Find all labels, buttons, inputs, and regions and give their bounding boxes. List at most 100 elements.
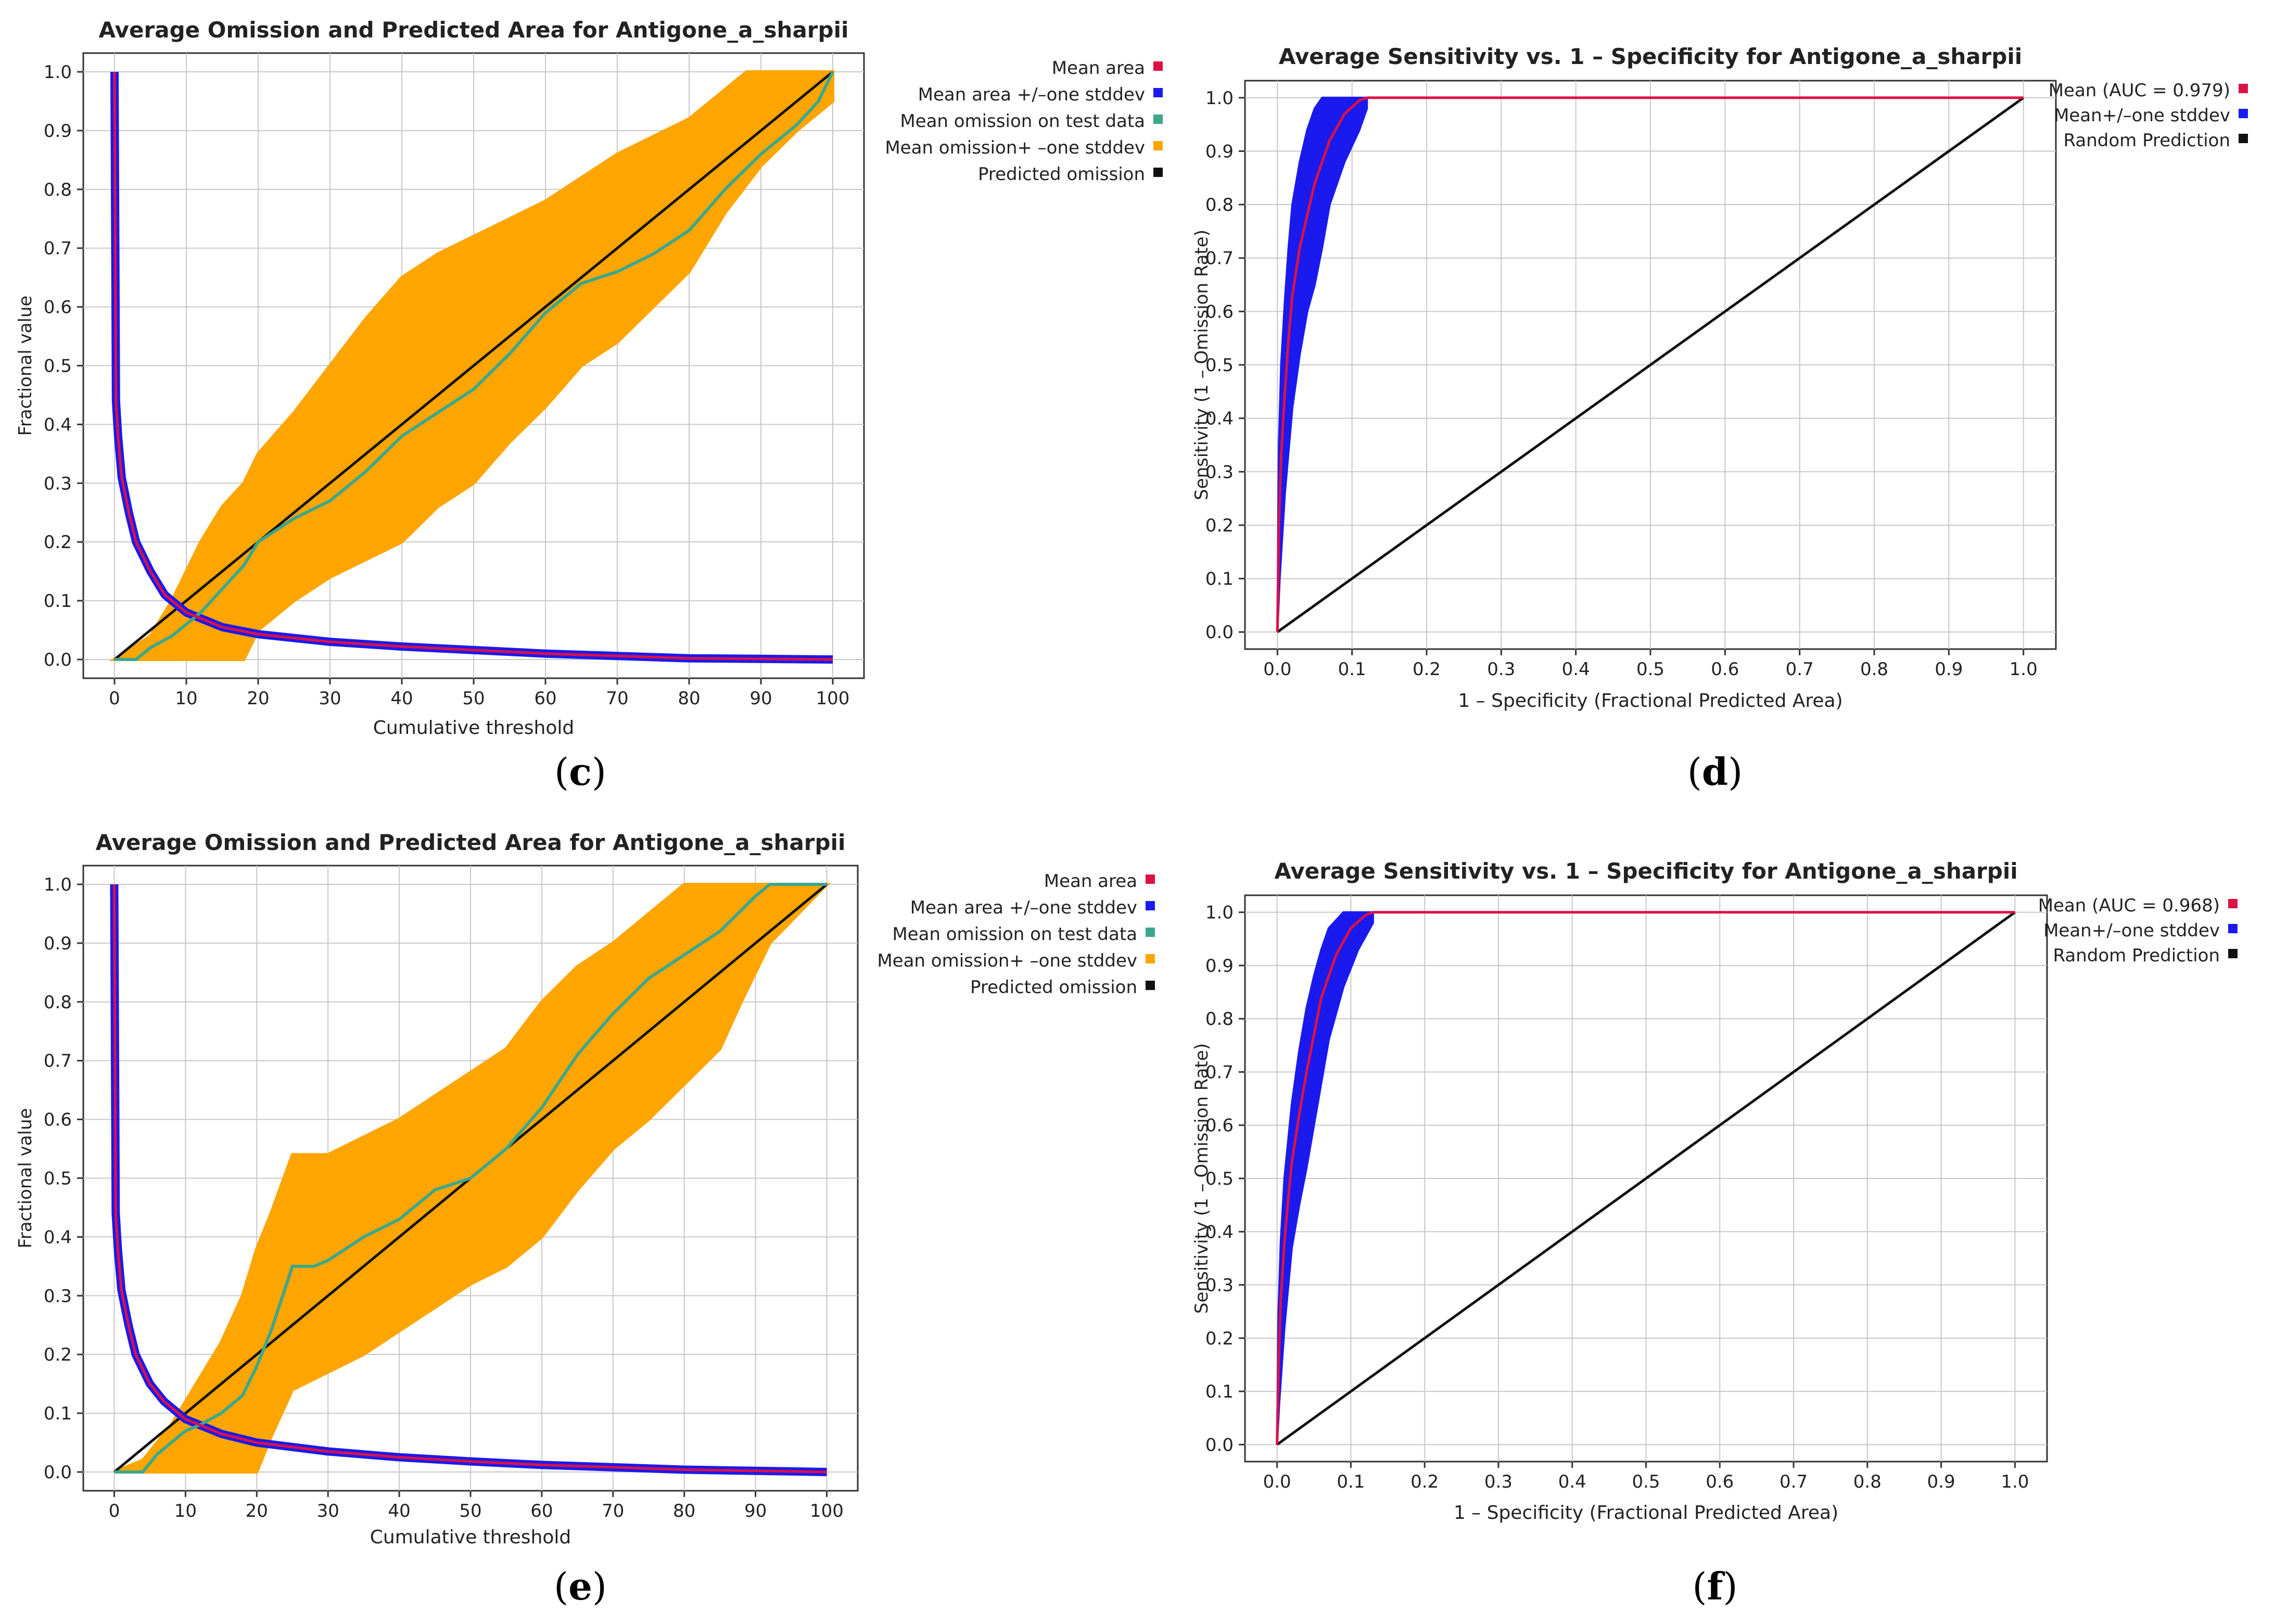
- y-tick-label: 0.2: [44, 1344, 72, 1365]
- y-tick-label: 0.6: [1205, 301, 1234, 322]
- x-tick-label: 30: [319, 688, 341, 709]
- x-tick-label: 0.6: [1706, 1471, 1734, 1492]
- chart-f: 0.0 0.1 0.2 0.3 0.4 0.5 0.6 0.7 0.8 0.9 1.0 0.0 0.1 0…: [1191, 858, 2238, 1524]
- legend-swatch: [2228, 899, 2238, 908]
- caption-e: (e): [554, 1564, 607, 1608]
- y-tick-label: 1.0: [1205, 88, 1234, 109]
- legend-label: Mean omission+ –one stddev: [877, 950, 1137, 971]
- caption-open: (: [1687, 750, 1702, 794]
- y-tick-label: 0.9: [1205, 141, 1234, 162]
- x-tick-label: 1.0: [2001, 1471, 2029, 1492]
- x-tick-label: 70: [602, 1501, 624, 1521]
- caption-close: ): [592, 1565, 607, 1608]
- caption-f: (f): [1692, 1564, 1737, 1608]
- legend-label: Random Prediction: [2064, 130, 2230, 151]
- x-tick-label: 0: [109, 688, 120, 709]
- chart-title: Average Sensitivity vs. 1 – Specificity …: [1279, 44, 2022, 69]
- chart-d: 0.0 0.1 0.2 0.3 0.4 0.5 0.6 0.7 0.8 0.9 1.0 0.0 0.1 0…: [1191, 44, 2248, 712]
- x-tick-label: 50: [459, 1501, 481, 1521]
- legend-swatch: [1146, 981, 1155, 990]
- x-tick-label: 0.3: [1487, 659, 1515, 680]
- x-tick-label: 70: [606, 688, 628, 709]
- y-tick-label: 1.0: [44, 62, 72, 83]
- x-tick-label: 0.3: [1484, 1471, 1513, 1492]
- x-tick-label: 0.7: [1780, 1471, 1808, 1492]
- y-tick-label: 0.5: [1205, 355, 1234, 376]
- x-axis-label: Cumulative threshold: [370, 1527, 571, 1548]
- y-axis-label: Sensitivity (1 – Omission Rate): [1191, 1043, 1212, 1314]
- x-tick-label: 90: [744, 1501, 767, 1521]
- legend-swatch: [2239, 134, 2248, 143]
- caption-open: (: [554, 1565, 569, 1608]
- y-tick-label: 0.8: [44, 180, 72, 200]
- legend-swatch: [1146, 874, 1155, 884]
- legend-label: Predicted omission: [978, 164, 1145, 185]
- legend-label: Mean omission+ –one stddev: [885, 137, 1145, 158]
- x-tick-label: 0.0: [1263, 659, 1291, 680]
- chart-title: Average Sensitivity vs. 1 – Specificity …: [1274, 858, 2017, 884]
- y-tick-label: 0.8: [1205, 1009, 1234, 1030]
- caption-d: (d): [1687, 750, 1743, 794]
- mean-omission-line: [114, 883, 827, 1474]
- y-tick-label: 0.5: [44, 356, 72, 377]
- caption-close: ): [1723, 1565, 1738, 1608]
- y-tick-label: 0.9: [1205, 956, 1234, 976]
- y-tick-label: 0.7: [44, 1051, 72, 1072]
- caption-open: (: [554, 750, 569, 794]
- x-axis-label: 1 – Specificity (Fractional Predicted Ar…: [1454, 1502, 1838, 1524]
- x-tick-label: 10: [175, 688, 197, 709]
- y-tick-label: 0.4: [1205, 1222, 1234, 1242]
- y-tick-label: 0.4: [1205, 409, 1234, 429]
- mean-area-line: [113, 71, 833, 661]
- x-tick-label: 60: [534, 688, 556, 709]
- roc-stddev-band: [1276, 96, 1368, 632]
- y-tick-label: 0.9: [44, 121, 72, 142]
- roc-mean-line: [1276, 911, 2015, 1445]
- legend-label: Mean (AUC = 0.979): [2049, 80, 2230, 101]
- y-tick-label: 0.2: [1205, 1328, 1234, 1349]
- x-tick-label: 20: [247, 688, 269, 709]
- legend-label: Mean+/–one stddev: [2043, 920, 2220, 941]
- roc-mean-line: [1276, 96, 2024, 632]
- legend-label: Predicted omission: [970, 977, 1137, 998]
- y-tick-label: 0.1: [44, 1403, 72, 1424]
- y-axis-label: Fractional value: [15, 1108, 36, 1249]
- legend-swatch: [1153, 115, 1163, 124]
- x-axis-label: Cumulative threshold: [373, 717, 574, 739]
- x-tick-label: 20: [246, 1501, 268, 1521]
- x-tick-label: 50: [462, 688, 485, 709]
- caption-close: ): [1728, 750, 1743, 794]
- x-tick-label: 0.2: [1410, 1471, 1439, 1492]
- y-tick-label: 0.2: [44, 532, 72, 553]
- x-tick-label: 0.4: [1558, 1471, 1586, 1492]
- y-axis-label: Fractional value: [15, 296, 36, 436]
- y-tick-label: 0.3: [1205, 1275, 1234, 1296]
- x-tick-label: 90: [749, 688, 772, 709]
- y-tick-label: 0.8: [44, 992, 72, 1013]
- legend-swatch: [2228, 949, 2238, 958]
- legend-swatch: [1153, 61, 1163, 71]
- caption-letter: e: [568, 1564, 592, 1608]
- y-tick-label: 0.3: [1205, 462, 1234, 483]
- mean-omission-line: [115, 71, 834, 661]
- legend-swatch: [1153, 141, 1163, 150]
- y-tick-label: 0.5: [1205, 1169, 1234, 1189]
- random-prediction-line: [1276, 96, 2025, 633]
- chart-c: 0 10 20 30 40 50 60 70 80 90 100 0.0 0.1 0.2 0.3 0.4 0.5…: [15, 17, 1163, 739]
- x-tick-label: 0: [109, 1501, 120, 1521]
- caption-letter: f: [1707, 1564, 1723, 1608]
- x-tick-label: 40: [388, 1501, 410, 1521]
- legend-swatch: [2239, 109, 2248, 118]
- caption-close: ): [591, 750, 607, 794]
- y-tick-label: 0.1: [1205, 1381, 1234, 1402]
- roc-stddev-band: [1276, 911, 1374, 1445]
- x-tick-label: 30: [317, 1501, 339, 1521]
- x-tick-label: 60: [530, 1501, 553, 1521]
- caption-open: (: [1692, 1565, 1707, 1608]
- y-tick-label: 0.1: [1205, 569, 1234, 590]
- legend-swatch: [2239, 84, 2248, 93]
- x-tick-label: 80: [673, 1501, 695, 1521]
- legend-label: Mean area +/–one stddev: [918, 84, 1145, 105]
- x-tick-label: 100: [810, 1501, 844, 1521]
